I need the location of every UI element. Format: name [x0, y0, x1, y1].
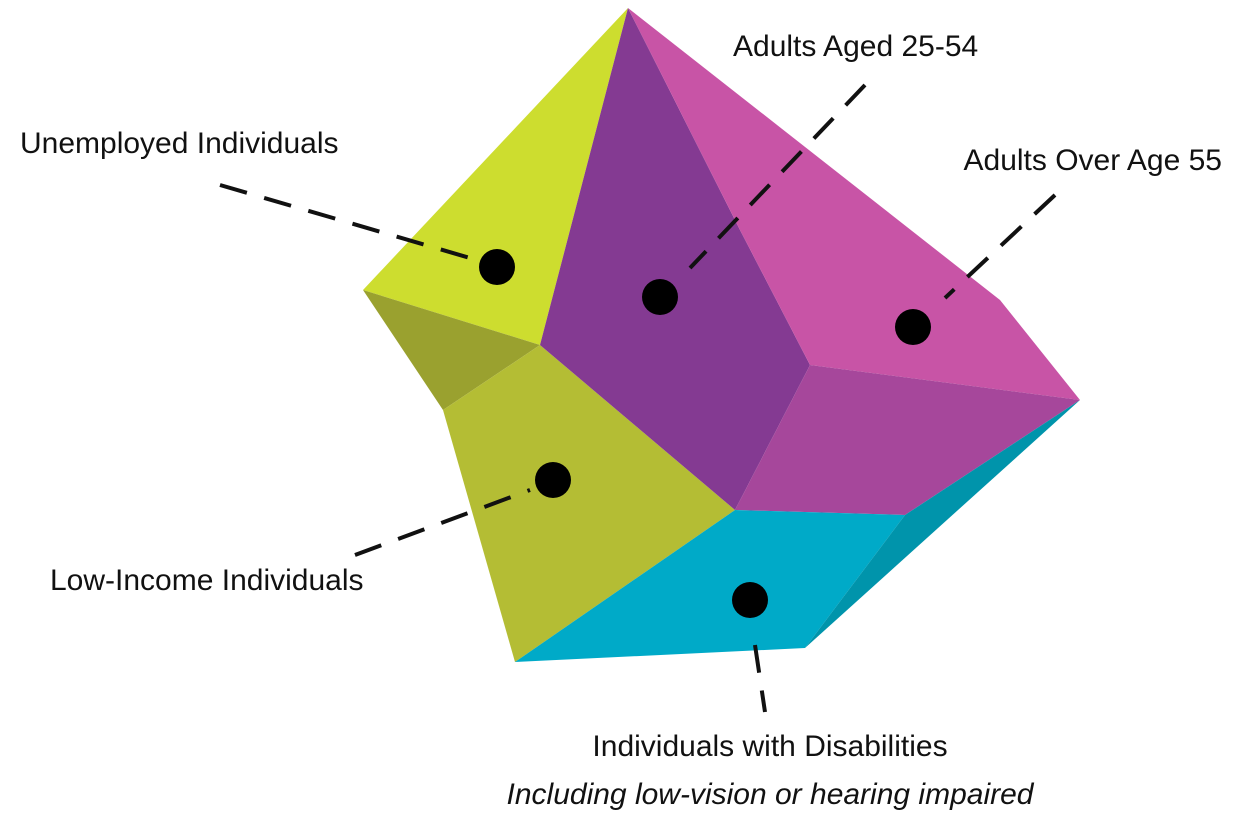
dot [479, 249, 515, 285]
label: Adults Over Age 55 [964, 144, 1223, 177]
face-pink [628, 8, 1080, 400]
label: Individuals with Disabilities [592, 730, 947, 763]
face-cyan-dark [805, 400, 1080, 648]
face-olive [443, 345, 735, 662]
leader-line [753, 644, 767, 713]
face-pink-dark [735, 365, 1080, 515]
label-note: Including low-vision or hearing impaired [507, 778, 1035, 811]
label: Low-Income Individuals [50, 564, 364, 597]
face-lime [363, 8, 628, 345]
leader-line [943, 193, 1057, 300]
dot [535, 462, 571, 498]
label: Unemployed Individuals [20, 127, 339, 160]
face-cyan [515, 510, 905, 662]
dot [732, 582, 768, 618]
label: Adults Aged 25-54 [733, 30, 978, 63]
face-olive-dark [363, 290, 540, 410]
dot [895, 309, 931, 345]
leader-line [354, 488, 531, 557]
face-purple [540, 8, 810, 510]
leader-line [688, 83, 867, 270]
dot [642, 279, 678, 315]
